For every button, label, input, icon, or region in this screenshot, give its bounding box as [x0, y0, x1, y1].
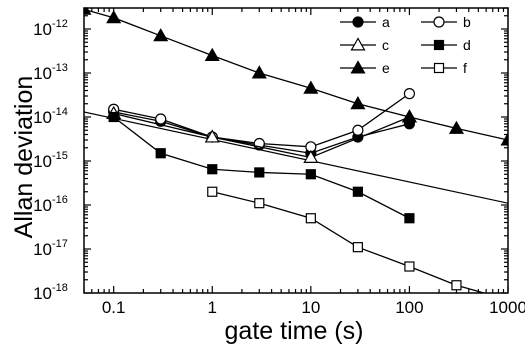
reference-slope-line [84, 111, 508, 204]
legend-item-d: d [421, 37, 471, 53]
reference-line-layer [84, 111, 508, 204]
data-point-b [155, 113, 167, 125]
series-layer [84, 8, 508, 293]
y-tick-label: 10 [33, 20, 52, 39]
legend-marker-d [433, 39, 445, 51]
legend-label: f [463, 60, 467, 76]
series-b [108, 88, 416, 153]
series-line-c [113, 112, 410, 159]
data-point-f [451, 280, 462, 291]
data-point-d [305, 169, 316, 180]
legend-label: a [382, 14, 390, 30]
y-tick-label: 10 [33, 108, 52, 127]
data-point-e [500, 132, 508, 146]
legend-marker-f [433, 62, 445, 74]
legend-label: b [463, 14, 471, 30]
data-point-f [352, 242, 363, 253]
series-d [108, 111, 415, 224]
data-point-c [303, 149, 319, 163]
data-point-e [204, 47, 220, 61]
y-tick-base: 10 [33, 64, 52, 83]
data-point-d [155, 148, 166, 159]
y-tick-exponent: -18 [52, 282, 68, 294]
data-point-e [350, 96, 366, 110]
data-point-b [403, 88, 416, 100]
data-point-d [108, 111, 119, 123]
y-tick-exponent: -14 [52, 106, 68, 118]
y-tick-exponent: -15 [52, 150, 68, 162]
data-point-d [404, 213, 415, 224]
data-point-e [251, 65, 267, 79]
data-point-b [352, 124, 364, 136]
data-point-d [254, 167, 265, 178]
x-tick-labels: 0.1 1 10 100 1000 [102, 298, 525, 317]
y-tick-label: 10 [33, 64, 52, 83]
y-tick-exponent: -12 [52, 18, 68, 30]
legend-marker-c [350, 37, 366, 51]
data-point-e [153, 28, 169, 42]
y-tick-label: 10 [33, 240, 52, 259]
legend: a b c d e f [340, 14, 471, 76]
x-tick-label: 100 [395, 298, 423, 317]
legend-item-f: f [421, 60, 467, 76]
legend-label: e [382, 60, 390, 76]
legend-marker-e [350, 60, 366, 74]
y-tick-exponent: -13 [52, 62, 68, 74]
data-point-e [303, 80, 319, 94]
y-tick-base: 10 [33, 20, 52, 39]
series-line-e [84, 8, 508, 141]
data-point-d [207, 164, 218, 175]
y-tick-base: 10 [33, 152, 52, 171]
data-point-d [352, 186, 363, 197]
data-point-f [207, 186, 218, 197]
legend-marker-b [433, 16, 445, 28]
legend-item-e: e [340, 60, 390, 76]
x-axis-title: gate time (s) [225, 317, 364, 345]
data-point-e [448, 120, 464, 134]
x-tick-label: 1 [208, 298, 217, 317]
series-f [207, 186, 487, 293]
legend-marker-a [352, 16, 364, 28]
legend-label: d [463, 37, 471, 53]
data-point-f [305, 213, 316, 224]
x-tick-label: 10 [301, 298, 320, 317]
y-tick-label: 10 [33, 284, 52, 303]
y-tick-label: 10 [33, 196, 52, 215]
legend-item-b: b [421, 14, 471, 30]
y-tick-base: 10 [33, 196, 52, 215]
series-e [84, 8, 508, 146]
data-point-f [404, 261, 415, 272]
data-point-e [401, 109, 417, 123]
y-tick-base: 10 [33, 240, 52, 259]
legend-item-c: c [340, 37, 389, 53]
y-tick-exponent: -17 [52, 238, 68, 250]
data-point-e [84, 8, 92, 15]
data-point-e [106, 10, 122, 24]
x-tick-label: 1000 [489, 298, 525, 317]
y-tick-base: 10 [33, 108, 52, 127]
legend-label: c [382, 37, 389, 53]
data-point-c [204, 129, 220, 143]
y-axis-title: Allan deviation [10, 76, 38, 239]
y-tick-exponent: -16 [52, 194, 68, 206]
y-tick-base: 10 [33, 284, 52, 303]
legend-item-a: a [340, 14, 390, 30]
data-point-f [254, 198, 265, 209]
x-tick-label: 0.1 [102, 298, 126, 317]
y-tick-label: 10 [33, 152, 52, 171]
